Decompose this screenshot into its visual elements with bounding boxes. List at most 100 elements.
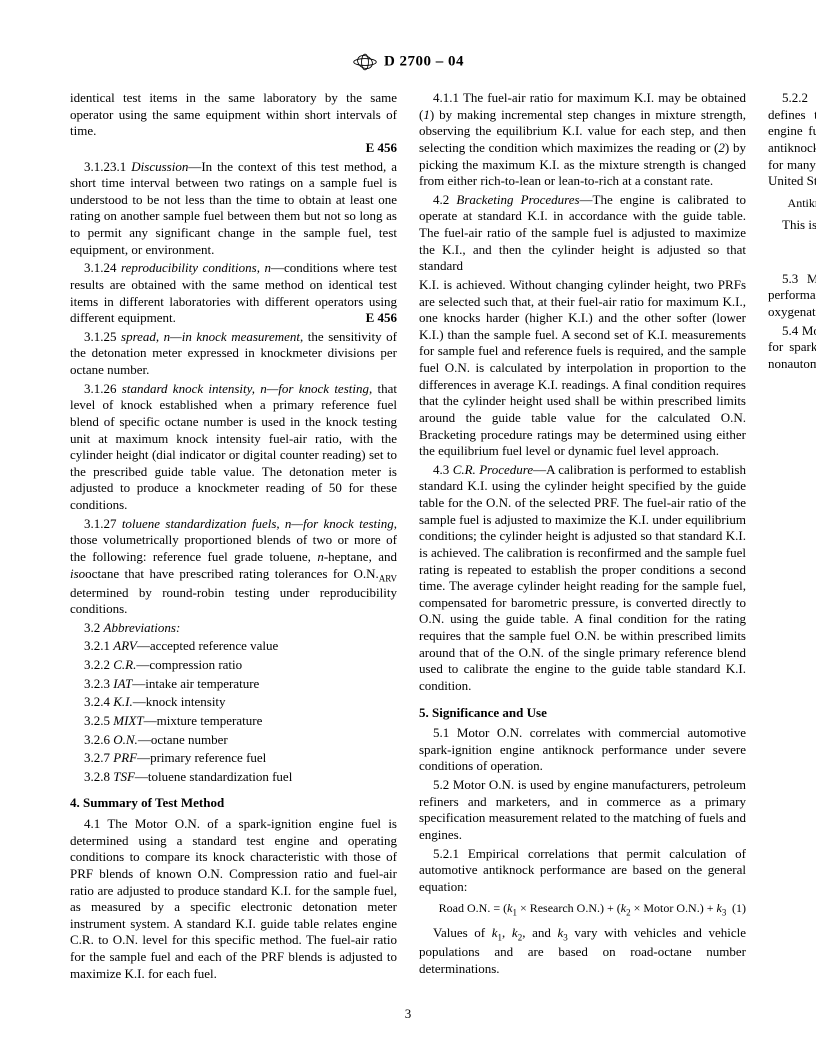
num-5-4: 5.4 (782, 323, 802, 338)
para-5-2-1: 5.2.1 Empirical correlations that permit… (419, 846, 746, 896)
body-3-1-27-d: determined by round-robin testing under … (70, 585, 397, 617)
after-a: Values of (433, 925, 492, 940)
ref-e456-b: E 456 (352, 310, 397, 327)
abbr-term-4: MIXT (113, 713, 143, 728)
para-3-1-23-cont: identical test items in the same laborat… (70, 90, 397, 140)
after-b: , (502, 925, 512, 940)
page-header: D 2700 – 04 (70, 52, 746, 72)
num-3-1-23-1: 3.1.23.1 (84, 159, 131, 174)
num-3-1-27: 3.1.27 (84, 516, 122, 531)
arv-subscript: ARV (379, 573, 397, 583)
num-5-2-1: 5.2.1 (433, 846, 468, 861)
num-4-2: 4.2 (433, 192, 456, 207)
abbr-def-3: —knock intensity (133, 694, 226, 709)
two-column-body: identical test items in the same laborat… (70, 90, 746, 990)
abbr-3-2-6: 3.2.6 O.N.—octane number (70, 732, 397, 749)
eq1-s3: 3 (722, 908, 727, 918)
term-cr-procedure: C.R. Procedure (453, 462, 533, 477)
body-4-1-1-b: ) by making incremental step changes in … (419, 107, 746, 155)
abbr-3-2-5: 3.2.5 MIXT—mixture temperature (70, 713, 397, 730)
abbr-3-2-1: 3.2.1 ARV—accepted reference value (70, 638, 397, 655)
abbr-term-3: K.I. (113, 694, 133, 709)
para-4-1: 4.1 The Motor O.N. of a spark-ignition e… (70, 816, 397, 982)
para-3-1-27: 3.1.27 toluene standardization fuels, n—… (70, 516, 397, 618)
equation-2: Antiknock Index = 0.5 Research O.N. + 0.… (768, 196, 816, 211)
page-container: D 2700 – 04 identical test items in the … (0, 0, 816, 1030)
section-5-heading: 5. Significance and Use (419, 705, 746, 722)
num-3-1-24: 3.1.24 (84, 260, 121, 275)
designation-text: D 2700 – 04 (384, 53, 464, 69)
eq2-text: Antiknock Index = 0.5 Research O.N. + 0.… (788, 196, 816, 210)
num-4-1-1: 4.1.1 (433, 90, 463, 105)
abbr-term-7: TSF (113, 769, 135, 784)
body-3-1-27-c: octane that have prescribed rating toler… (85, 566, 379, 581)
abbr-num-3: 3.2.4 (84, 694, 113, 709)
abbr-num-6: 3.2.7 (84, 750, 113, 765)
para-3-1-25: 3.1.25 spread, n—in knock measurement, t… (70, 329, 397, 379)
iso-prefix: iso (70, 566, 85, 581)
abbr-num-2: 3.2.3 (84, 676, 113, 691)
abbr-term-0: ARV (113, 638, 137, 653)
abbr-heading: 3.2 Abbreviations: (70, 620, 397, 637)
ref-e456-a: E 456 (70, 140, 397, 157)
abbr-num-4: 3.2.5 (84, 713, 113, 728)
body-3-1-27-b: -heptane, and (324, 549, 397, 564)
abbr-term-2: IAT (113, 676, 132, 691)
para-4-1-1: 4.1.1 The fuel-air ratio for maximum K.I… (419, 90, 746, 190)
eq1-mid1: × Research O.N.) + ( (517, 901, 621, 915)
term-abbreviations: Abbreviations: (104, 620, 181, 635)
para-3-1-26: 3.1.26 standard knock intensity, n—for k… (70, 381, 397, 514)
abbr-term-6: PRF (113, 750, 137, 765)
abbr-def-5: —octane number (138, 732, 228, 747)
eq1-number: (1) (732, 901, 746, 916)
body-3-1-26: , that level of knock established when a… (70, 381, 397, 512)
abbr-def-0: —accepted reference value (137, 638, 278, 653)
abbr-num-0: 3.2.1 (84, 638, 113, 653)
term-reproducibility: reproducibility conditions, n (121, 260, 271, 275)
term-spread: spread, n—in knock measurement (121, 329, 300, 344)
para-5-2-1-after: Values of k1, k2, and k3 vary with vehic… (419, 925, 746, 977)
body-5-2-1: Empirical correlations that permit calcu… (419, 846, 746, 894)
num-3-2: 3.2 (84, 620, 104, 635)
term-standard-knock: standard knock intensity, n—for knock te… (122, 381, 369, 396)
term-toluene: toluene standardization fuels, n—for kno… (122, 516, 394, 531)
abbr-3-2-3: 3.2.3 IAT—intake air temperature (70, 676, 397, 693)
abbr-num-1: 3.2.2 (84, 657, 113, 672)
after-c: , and (522, 925, 557, 940)
num-5-2-2: 5.2.2 (782, 90, 816, 105)
para-4-2: 4.2 Bracketing Procedures—The engine is … (419, 192, 746, 275)
abbr-def-4: —mixture temperature (144, 713, 263, 728)
body-5-2: Motor O.N. is used by engine manufacture… (419, 777, 746, 842)
body-4-1: The Motor O.N. of a spark-ignition engin… (70, 816, 397, 981)
abbr-num-7: 3.2.8 (84, 769, 113, 784)
num-5-1: 5.1 (433, 725, 457, 740)
num-3-1-26: 3.1.26 (84, 381, 122, 396)
num-4-1: 4.1 (84, 816, 107, 831)
para-3-1-23-1: 3.1.23.1 Discussion—In the context of th… (70, 159, 397, 259)
section-4-heading: 4. Summary of Test Method (70, 795, 397, 812)
para-5-3: 5.3 Motor O.N. is used for measuring the… (768, 271, 816, 321)
equation-3: Antiknock Index = (R + M)2 (3) (768, 240, 816, 265)
num-5-3: 5.3 (782, 271, 807, 286)
eq1-mid2: × Motor O.N.) + (631, 901, 717, 915)
term-bracketing: Bracketing Procedures (456, 192, 579, 207)
abbr-term-5: O.N. (113, 732, 138, 747)
num-4-3: 4.3 (433, 462, 453, 477)
equation-1: Road O.N. = (k1 × Research O.N.) + (k2 ×… (419, 901, 746, 919)
para-5-1: 5.1 Motor O.N. correlates with commercia… (419, 725, 746, 775)
para-5-4: 5.4 Motor O.N. is important in relation … (768, 323, 816, 373)
para-5-2-2-after: This is more commonly presented as: (768, 217, 816, 234)
body-5-1: Motor O.N. correlates with commercial au… (419, 725, 746, 773)
abbr-def-1: —compression ratio (136, 657, 242, 672)
para-5-2: 5.2 Motor O.N. is used by engine manufac… (419, 777, 746, 844)
para-3-1-24: 3.1.24 reproducibility conditions, n—con… (70, 260, 397, 327)
abbr-3-2-8: 3.2.8 TSF—toluene standardization fuel (70, 769, 397, 786)
eq1-pre: Road O.N. = ( (439, 901, 507, 915)
abbr-term-1: C.R. (113, 657, 136, 672)
abbr-3-2-2: 3.2.2 C.R.—compression ratio (70, 657, 397, 674)
num-3-1-25: 3.1.25 (84, 329, 121, 344)
para-4-3: 4.3 C.R. Procedure—A calibration is perf… (419, 462, 746, 695)
abbr-3-2-4: 3.2.4 K.I.—knock intensity (70, 694, 397, 711)
para-5-2-2: 5.2.2 Motor O.N., in conjunction with Re… (768, 90, 816, 190)
abbr-def-7: —toluene standardization fuel (135, 769, 292, 784)
